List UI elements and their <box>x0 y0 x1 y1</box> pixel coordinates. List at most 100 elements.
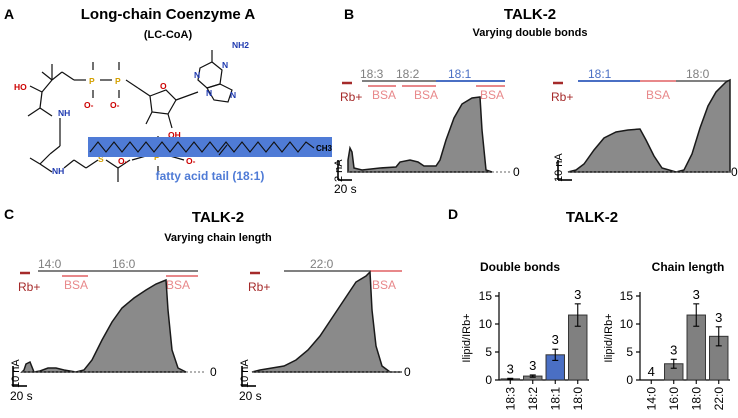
panel-d: D TALK-2 Double bondsIlipid/IRb+05101531… <box>448 206 730 410</box>
chart-double-bonds: Double bonds Ilipid/IRb+ 0 5 10 15 3 18:3 3 18:2 3… <box>461 260 589 410</box>
chart-title: Double bonds <box>480 260 560 274</box>
y-tick-label: 5 <box>626 345 633 359</box>
atom-n2: N <box>194 70 200 80</box>
zero-label: 0 <box>513 165 520 179</box>
n-label: 3 <box>670 342 677 357</box>
panel-b: B TALK-2 Varying double bonds Rb+ 18:3 1… <box>333 6 738 196</box>
n-label: 3 <box>529 358 536 373</box>
panel-d-title: TALK-2 <box>566 209 618 226</box>
x-tick-label: 18:3 <box>503 387 517 411</box>
n-label: 3 <box>507 361 514 376</box>
x-tick-label: 14:0 <box>644 387 658 411</box>
atom-s: S <box>98 154 104 164</box>
atom-oh: OH <box>168 130 181 140</box>
label-16-0: 16:0 <box>112 257 136 271</box>
label-bsa-1: BSA <box>372 88 396 102</box>
label-bsa-3: BSA <box>480 88 504 102</box>
panel-d-letter: D <box>448 206 458 222</box>
scale-y-label: 2 nA <box>333 159 345 182</box>
scale-x-label: 20 s <box>334 182 357 196</box>
trace-c1: Rb+ 14:0 16:0 BSA BSA 0 10 nA 20 s <box>10 257 217 403</box>
lc-coa-structure <box>27 50 233 182</box>
atom-p2: P <box>89 76 95 86</box>
fatty-acid-tail-box <box>88 137 332 157</box>
atom-o-ring: O <box>160 81 167 91</box>
x-tick-label: 18:0 <box>571 387 585 411</box>
atom-o-minus2: O- <box>84 100 94 110</box>
label-bsa-1: BSA <box>64 278 88 292</box>
chart-chain-length: Chain length Ilipid/IRb+ 0 5 10 15 4 14:0 3 16:0 3… <box>603 260 730 410</box>
panel-a-letter: A <box>4 6 14 22</box>
zero-label: 0 <box>404 365 411 379</box>
trace-c2: Rb+ 22:0 BSA 0 10 nA 20 s <box>239 257 411 403</box>
atom-labels: NH2 N N N N O HO OH P P P O- O- O- O- NH… <box>14 40 249 176</box>
panel-c-title: TALK-2 <box>192 209 244 226</box>
atom-nh1: NH <box>58 108 70 118</box>
atom-n3: N <box>230 90 236 100</box>
zero-label: 0 <box>731 165 738 179</box>
atom-o-minus3: O- <box>118 156 128 166</box>
panel-b-letter: B <box>344 6 354 22</box>
label-bsa: BSA <box>646 88 670 102</box>
double-bond <box>218 144 228 156</box>
panel-c-letter: C <box>4 206 14 222</box>
atom-nh2: NH2 <box>232 40 249 50</box>
panel-a-title: Long-chain Coenzyme A <box>81 6 256 23</box>
label-bsa: BSA <box>372 278 396 292</box>
atom-ch3: CH3 <box>316 144 333 153</box>
zero-label: 0 <box>210 365 217 379</box>
n-label: 4 <box>648 364 655 379</box>
current-trace <box>347 96 493 173</box>
atom-ho: HO <box>14 82 27 92</box>
trace-b2: Rb+ 18:1 18:0 BSA 0 10 nA <box>551 67 738 182</box>
fatty-acid-tail-chain <box>89 141 315 153</box>
label-bsa-2: BSA <box>166 278 190 292</box>
atom-nh2b: NH <box>52 166 64 176</box>
panel-b-subtitle: Varying double bonds <box>473 27 588 39</box>
x-tick-label: 18:2 <box>526 387 540 411</box>
rb-label: Rb+ <box>340 90 362 104</box>
n-label: 3 <box>552 332 559 347</box>
label-18-1: 18:1 <box>588 67 612 81</box>
y-tick-label: 10 <box>620 317 634 331</box>
n-label: 3 <box>715 310 722 325</box>
chart-title: Chain length <box>652 260 725 274</box>
x-tick-label: 18:0 <box>689 387 703 411</box>
label-14-0: 14:0 <box>38 257 62 271</box>
scale-x-label: 20 s <box>10 389 33 403</box>
trace-b1: Rb+ 18:3 18:2 18:1 BSA BSA BSA 0 2 nA 20… <box>333 67 520 196</box>
y-tick-label: 0 <box>626 373 633 387</box>
scale-x-label: 20 s <box>239 389 262 403</box>
panel-c: C TALK-2 Varying chain length Rb+ 14:0 1… <box>4 206 411 403</box>
label-18-1: 18:1 <box>448 67 472 81</box>
x-tick-label: 18:1 <box>548 387 562 411</box>
label-22-0: 22:0 <box>310 257 334 271</box>
y-tick-label: 5 <box>485 345 492 359</box>
y-axis-label: Ilipid/IRb+ <box>461 313 473 362</box>
panel-c-subtitle: Varying chain length <box>164 232 272 244</box>
y-tick-label: 0 <box>485 373 492 387</box>
atom-o-minus1: O- <box>110 100 120 110</box>
n-label: 3 <box>574 287 581 302</box>
atom-n1: N <box>222 60 228 70</box>
panel-a-subtitle: (LC-CoA) <box>144 29 193 41</box>
label-bsa-2: BSA <box>414 88 438 102</box>
panel-b-title: TALK-2 <box>504 6 556 23</box>
label-18-0: 18:0 <box>686 67 710 81</box>
atom-p1: P <box>115 76 121 86</box>
current-trace <box>567 78 731 173</box>
y-tick-label: 15 <box>620 289 634 303</box>
rb-label: Rb+ <box>248 280 270 294</box>
label-18-2: 18:2 <box>396 67 420 81</box>
scale-y-label: 10 nA <box>239 359 251 388</box>
y-tick-label: 10 <box>479 317 493 331</box>
atom-o-minus4: O- <box>186 156 196 166</box>
y-tick-label: 15 <box>479 289 493 303</box>
panel-a: A Long-chain Coenzyme A (LC-CoA) <box>4 6 333 183</box>
rb-label: Rb+ <box>18 280 40 294</box>
label-18-3: 18:3 <box>360 67 384 81</box>
n-label: 3 <box>693 287 700 302</box>
rb-label: Rb+ <box>551 90 573 104</box>
x-tick-label: 22:0 <box>712 387 726 411</box>
